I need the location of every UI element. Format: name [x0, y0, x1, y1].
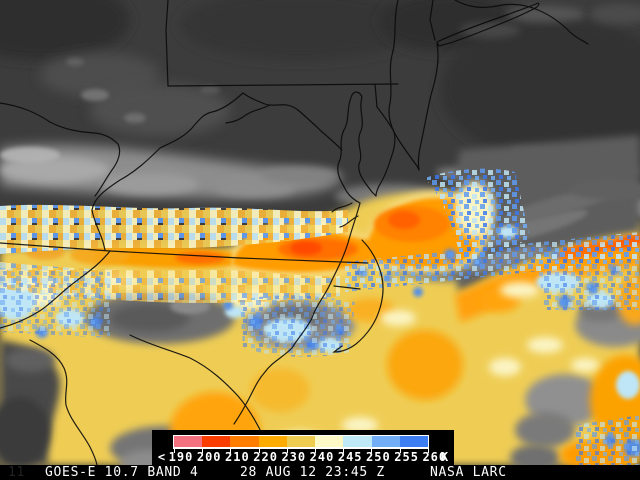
legend-tick-label: 240 [309, 450, 335, 464]
legend-tick [202, 448, 204, 453]
legend-segment [202, 436, 231, 447]
legend-tick [286, 448, 288, 453]
legend-segment [230, 436, 259, 447]
river-potomac [242, 92, 343, 151]
legend-tick-label: 210 [225, 450, 250, 464]
legend-axis-line [173, 448, 429, 449]
legend-segment [315, 436, 344, 447]
legend-tick-label: 200 [196, 450, 222, 464]
coast-nj-west [388, 0, 420, 171]
frame-number: 11 [8, 465, 26, 480]
border-mason-dixon [167, 83, 399, 87]
coast-outer-banks [332, 239, 384, 353]
legend-segment [399, 436, 428, 447]
river-hudson [429, 0, 436, 41]
border-md-de [374, 83, 378, 108]
status-bar: 11 GOES-E 10.7 BAND 4 28 AUG 12 23:45 Z … [0, 465, 640, 480]
legend-tick [258, 448, 260, 453]
legend-tick-label: 255 [394, 450, 419, 464]
legend-tick-label: 245 [337, 450, 363, 464]
sound-albemarle [333, 285, 361, 290]
river-potomac-branch [225, 104, 271, 124]
legend-segment [174, 436, 203, 447]
credit-label: NASA LARC [430, 465, 507, 480]
satellite-image [0, 0, 640, 465]
state-boundaries [0, 0, 589, 465]
legend-tick [399, 448, 401, 453]
legend-segment [286, 436, 316, 447]
border-va-nc [0, 242, 369, 264]
color-scale-bar [173, 435, 429, 448]
legend-less-than-label: < [157, 450, 167, 464]
coast-delaware [375, 106, 396, 197]
legend-tick [174, 448, 175, 453]
river-ohio [0, 102, 121, 197]
legend-tick-label: 230 [281, 450, 307, 464]
timestamp-label: 28 AUG 12 23:45 Z [240, 465, 385, 480]
legend-unit-label: K [440, 450, 450, 464]
legend-tick [371, 448, 373, 453]
border-sc-ga [29, 339, 98, 465]
legend-tick-label: 260 [422, 450, 448, 464]
legend-segment [258, 436, 287, 447]
chesapeake-bay-east [351, 91, 377, 197]
coast-nj-east [417, 43, 439, 171]
legend-tick [343, 448, 345, 453]
border-tn-nc [0, 250, 111, 329]
coast-nc-mainland [233, 202, 361, 425]
coast-connecticut [454, 0, 589, 45]
color-scale-legend: < 190 200 210 220 230 240 245 250 255 260 K [152, 430, 454, 465]
legend-tick-label: 190 [168, 450, 194, 464]
legend-tick-label: 250 [366, 450, 391, 464]
coast-long-island [436, 2, 540, 47]
border-oh-pa [165, 0, 169, 87]
legend-tick [315, 448, 316, 453]
legend-segment [371, 436, 400, 447]
border-wv-va [91, 92, 244, 251]
legend-segment [343, 436, 372, 447]
legend-tick [427, 448, 429, 453]
chesapeake-bay-west [337, 94, 361, 204]
product-label: GOES-E 10.7 BAND 4 [45, 465, 199, 480]
legend-tick [230, 448, 232, 453]
legend-tick-label: 220 [253, 450, 278, 464]
enhanced-cloud-layer [0, 135, 640, 465]
